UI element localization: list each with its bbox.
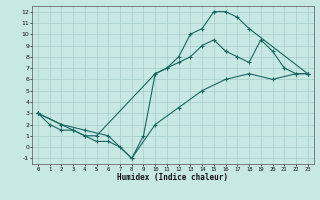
X-axis label: Humidex (Indice chaleur): Humidex (Indice chaleur) <box>117 173 228 182</box>
